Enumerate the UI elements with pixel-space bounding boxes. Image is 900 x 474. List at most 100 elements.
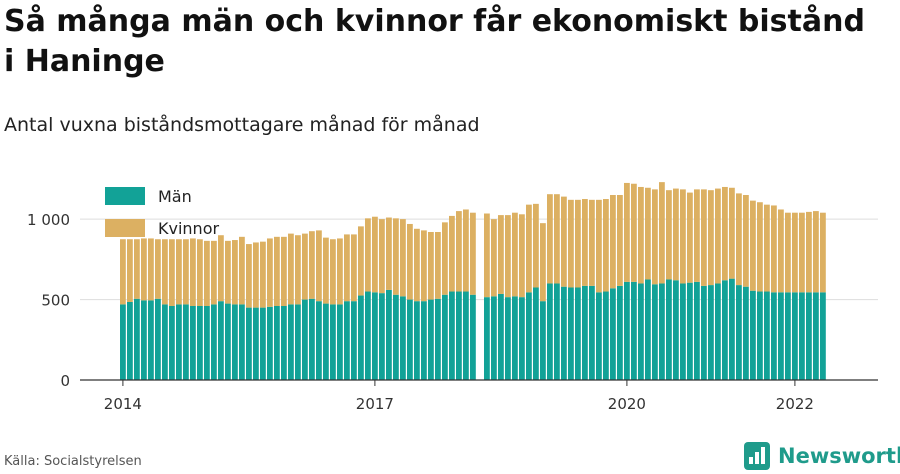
- bar-men: [323, 303, 329, 380]
- bar-women: [323, 237, 329, 304]
- bar-women: [197, 239, 203, 306]
- bar-women: [659, 182, 665, 284]
- bar-women: [309, 231, 315, 299]
- bar-women: [694, 189, 700, 282]
- bar-men: [694, 281, 700, 380]
- bar-women: [778, 209, 784, 293]
- bar-men: [498, 293, 504, 380]
- bar-men: [316, 301, 322, 380]
- bar-women: [134, 239, 140, 299]
- bar-women: [757, 202, 763, 292]
- bar-women: [715, 188, 721, 284]
- bar-men: [379, 293, 385, 380]
- bar-men: [169, 306, 175, 380]
- bar-women: [421, 230, 427, 302]
- bar-women: [638, 186, 644, 284]
- bar-women: [820, 212, 826, 293]
- bar-women: [267, 238, 273, 307]
- bar-men: [162, 304, 168, 380]
- bar-women: [722, 186, 728, 281]
- bar-women: [799, 212, 805, 293]
- bar-men: [736, 285, 742, 380]
- bar-men: [365, 291, 371, 380]
- chart-title: Så många män och kvinnor får ekonomiskt …: [4, 4, 865, 79]
- bar-men: [337, 304, 343, 380]
- bar-women: [505, 215, 511, 298]
- bar-women: [498, 215, 504, 294]
- bar-men: [260, 307, 266, 380]
- bar-women: [792, 212, 798, 293]
- source-note: Källa: Socialstyrelsen: [4, 454, 142, 469]
- legend-swatch: [105, 187, 145, 205]
- bar-women: [239, 236, 245, 305]
- bar-men: [267, 306, 273, 380]
- bar-men: [554, 283, 560, 380]
- bar-women: [540, 223, 546, 302]
- legend: Män Kvinnor: [105, 187, 219, 238]
- bar-men: [652, 284, 658, 380]
- bar-women: [330, 239, 336, 305]
- stacked-bar-chart: 0 500 1 000 2014 2017 2020 2022 Män Kvinnor: [27, 182, 878, 413]
- bar-women: [463, 209, 469, 292]
- bar-women: [253, 242, 259, 308]
- bar-men: [491, 296, 497, 380]
- bar-men: [631, 281, 637, 380]
- bar-women: [680, 189, 686, 284]
- bar-men: [281, 306, 287, 380]
- axes: 0 500 1 000 2014 2017 2020 2022: [27, 211, 878, 413]
- bar-women: [218, 235, 224, 302]
- bar-women: [428, 232, 434, 300]
- bar-men: [764, 291, 770, 380]
- bar-women: [141, 238, 147, 301]
- bar-men: [344, 301, 350, 380]
- bar-men: [792, 292, 798, 380]
- bar-women: [701, 189, 707, 286]
- bar-women: [806, 211, 812, 293]
- bar-women: [575, 199, 581, 288]
- bar-women: [526, 204, 532, 293]
- bar-men: [232, 304, 238, 380]
- bar-men: [400, 296, 406, 380]
- x-tick-label: 2014: [104, 395, 142, 413]
- bar-men: [701, 285, 707, 380]
- x-tick-label: 2017: [356, 395, 394, 413]
- bar-women: [176, 239, 182, 305]
- bar-men: [722, 280, 728, 380]
- bar-women: [652, 189, 658, 285]
- bar-men: [547, 283, 553, 380]
- bars: [120, 182, 826, 380]
- bar-men: [673, 280, 679, 380]
- bar-women: [708, 190, 714, 286]
- bar-women: [764, 204, 770, 292]
- bar-men: [295, 304, 301, 380]
- bar-women: [631, 183, 637, 282]
- bar-women: [750, 200, 756, 291]
- bar-men: [568, 287, 574, 380]
- bar-men: [540, 301, 546, 380]
- x-tick-label: 2022: [776, 395, 814, 413]
- bar-women: [568, 199, 574, 288]
- bar-men: [456, 291, 462, 380]
- bar-women: [645, 187, 651, 280]
- bar-women: [148, 238, 154, 301]
- bar-women: [386, 217, 392, 290]
- bar-men: [778, 292, 784, 380]
- bar-men: [148, 300, 154, 380]
- bar-men: [253, 307, 259, 380]
- bar-men: [484, 297, 490, 380]
- brand-name: Newsworthy: [778, 444, 900, 468]
- bar-men: [729, 278, 735, 380]
- bar-women: [673, 188, 679, 281]
- bar-women: [519, 214, 525, 298]
- bar-men: [435, 298, 441, 380]
- bar-men: [190, 306, 196, 380]
- bar-women: [211, 240, 217, 305]
- y-tick-label: 500: [41, 292, 70, 310]
- bar-women: [190, 238, 196, 306]
- bar-women: [533, 203, 539, 288]
- bar-women: [204, 240, 210, 306]
- bar-women: [589, 199, 595, 286]
- bar-women: [582, 199, 588, 286]
- bar-men: [687, 282, 693, 380]
- bar-men: [197, 306, 203, 380]
